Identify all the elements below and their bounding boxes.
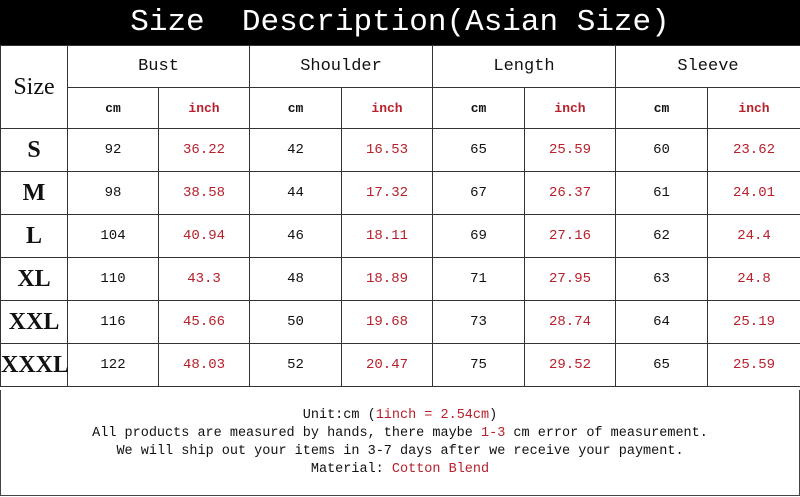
footer-notes: Unit:cm (1inch = 2.54cm) All products ar… [0,390,800,496]
header-row-groups: Size Bust Shoulder Length Sleeve [0,45,800,129]
length-cm-cell: 69 [432,214,525,258]
unit-conversion: 1inch = 2.54cm [375,408,490,423]
shoulder-cm-cell: 46 [249,214,342,258]
group-header-bust: Bust [67,45,250,88]
material-value: Cotton Blend [391,462,490,477]
sleeve-cm-cell: 63 [615,257,708,301]
group-header-sleeve: Sleeve [615,45,800,88]
material-note: Material: Cotton Blend [1,461,799,479]
length-cm-cell: 71 [432,257,525,301]
length-cm-cell: 67 [432,171,525,215]
shoulder-inch-cell: 19.68 [341,300,433,344]
sleeve-inch-cell: 24.8 [707,257,800,301]
shoulder-inch-cell: 18.89 [341,257,433,301]
size-label: L [0,214,68,258]
shoulder-inch-cell: 17.32 [341,171,433,215]
table-row: S 92 36.22 42 16.53 65 25.59 60 23.62 [0,128,800,172]
group-header-length: Length [432,45,616,88]
length-cm-cell: 73 [432,300,525,344]
sleeve-inch-cell: 24.4 [707,214,800,258]
table-row: XXXL 122 48.03 52 20.47 75 29.52 65 25.59 [0,343,800,387]
size-label: XXXL [0,343,69,387]
length-inch-cell: 27.95 [524,257,616,301]
unit-cm: cm [432,87,525,129]
length-cm-cell: 65 [432,128,525,172]
length-inch-cell: 25.59 [524,128,616,172]
sleeve-cm-cell: 64 [615,300,708,344]
bust-inch-cell: 48.03 [158,343,250,387]
sleeve-inch-cell: 23.62 [707,128,800,172]
material-label: Material: [310,462,392,477]
unit-note-prefix: Unit:cm ( [302,408,376,423]
length-inch-cell: 29.52 [524,343,616,387]
measurement-note-suffix: cm error of measurement. [505,426,708,441]
length-inch-cell: 27.16 [524,214,616,258]
sleeve-inch-cell: 24.01 [707,171,800,215]
size-label: S [0,128,68,172]
shoulder-cm-cell: 48 [249,257,342,301]
bust-cm-cell: 116 [67,300,159,344]
bust-inch-cell: 36.22 [158,128,250,172]
shoulder-inch-cell: 20.47 [341,343,433,387]
bust-cm-cell: 92 [67,128,159,172]
length-cm-cell: 75 [432,343,525,387]
unit-inch: inch [341,87,433,129]
bust-inch-cell: 40.94 [158,214,250,258]
table-row: XXL 116 45.66 50 19.68 73 28.74 64 25.19 [0,300,800,344]
bust-inch-cell: 45.66 [158,300,250,344]
size-table: Size Bust Shoulder Length Sleeve cm inch… [0,45,800,387]
unit-cm: cm [249,87,342,129]
header-row-units: cm inch cm inch cm inch cm inch [1,87,800,129]
size-label: XL [0,257,68,301]
sleeve-cm-cell: 65 [615,343,708,387]
shoulder-cm-cell: 44 [249,171,342,215]
sleeve-cm-cell: 62 [615,214,708,258]
shoulder-inch-cell: 18.11 [341,214,433,258]
unit-inch: inch [707,87,800,129]
unit-inch: inch [524,87,616,129]
bust-inch-cell: 43.3 [158,257,250,301]
shipping-note: We will ship out your items in 3-7 days … [116,444,684,459]
sleeve-cm-cell: 60 [615,128,708,172]
bust-inch-cell: 38.58 [158,171,250,215]
measurement-error: 1-3 [481,426,506,441]
bust-cm-cell: 122 [67,343,159,387]
unit-cm: cm [67,87,159,129]
unit-cm: cm [615,87,708,129]
bust-cm-cell: 110 [67,257,159,301]
measurement-note: All products are measured by hands, ther… [1,425,799,443]
size-label: M [0,171,68,215]
table-row: L 104 40.94 46 18.11 69 27.16 62 24.4 [0,214,800,258]
table-row: XL 110 43.3 48 18.89 71 27.95 63 24.8 [0,257,800,301]
unit-inch: inch [158,87,250,129]
shoulder-cm-cell: 50 [249,300,342,344]
length-inch-cell: 28.74 [524,300,616,344]
shoulder-inch-cell: 16.53 [341,128,433,172]
shoulder-cm-cell: 52 [249,343,342,387]
group-header-shoulder: Shoulder [249,45,433,88]
unit-note-suffix: ) [489,408,498,423]
bust-cm-cell: 98 [67,171,159,215]
sleeve-inch-cell: 25.19 [707,300,800,344]
sleeve-cm-cell: 61 [615,171,708,215]
table-row: M 98 38.58 44 17.32 67 26.37 61 24.01 [0,171,800,215]
chart-title: Size Description(Asian Size) [0,0,800,45]
size-header: Size [0,45,68,129]
unit-note: Unit:cm (1inch = 2.54cm) [1,407,799,425]
sleeve-inch-cell: 25.59 [707,343,800,387]
shoulder-cm-cell: 42 [249,128,342,172]
length-inch-cell: 26.37 [524,171,616,215]
size-label: XXL [0,300,68,344]
measurement-note-prefix: All products are measured by hands, ther… [92,426,481,441]
bust-cm-cell: 104 [67,214,159,258]
